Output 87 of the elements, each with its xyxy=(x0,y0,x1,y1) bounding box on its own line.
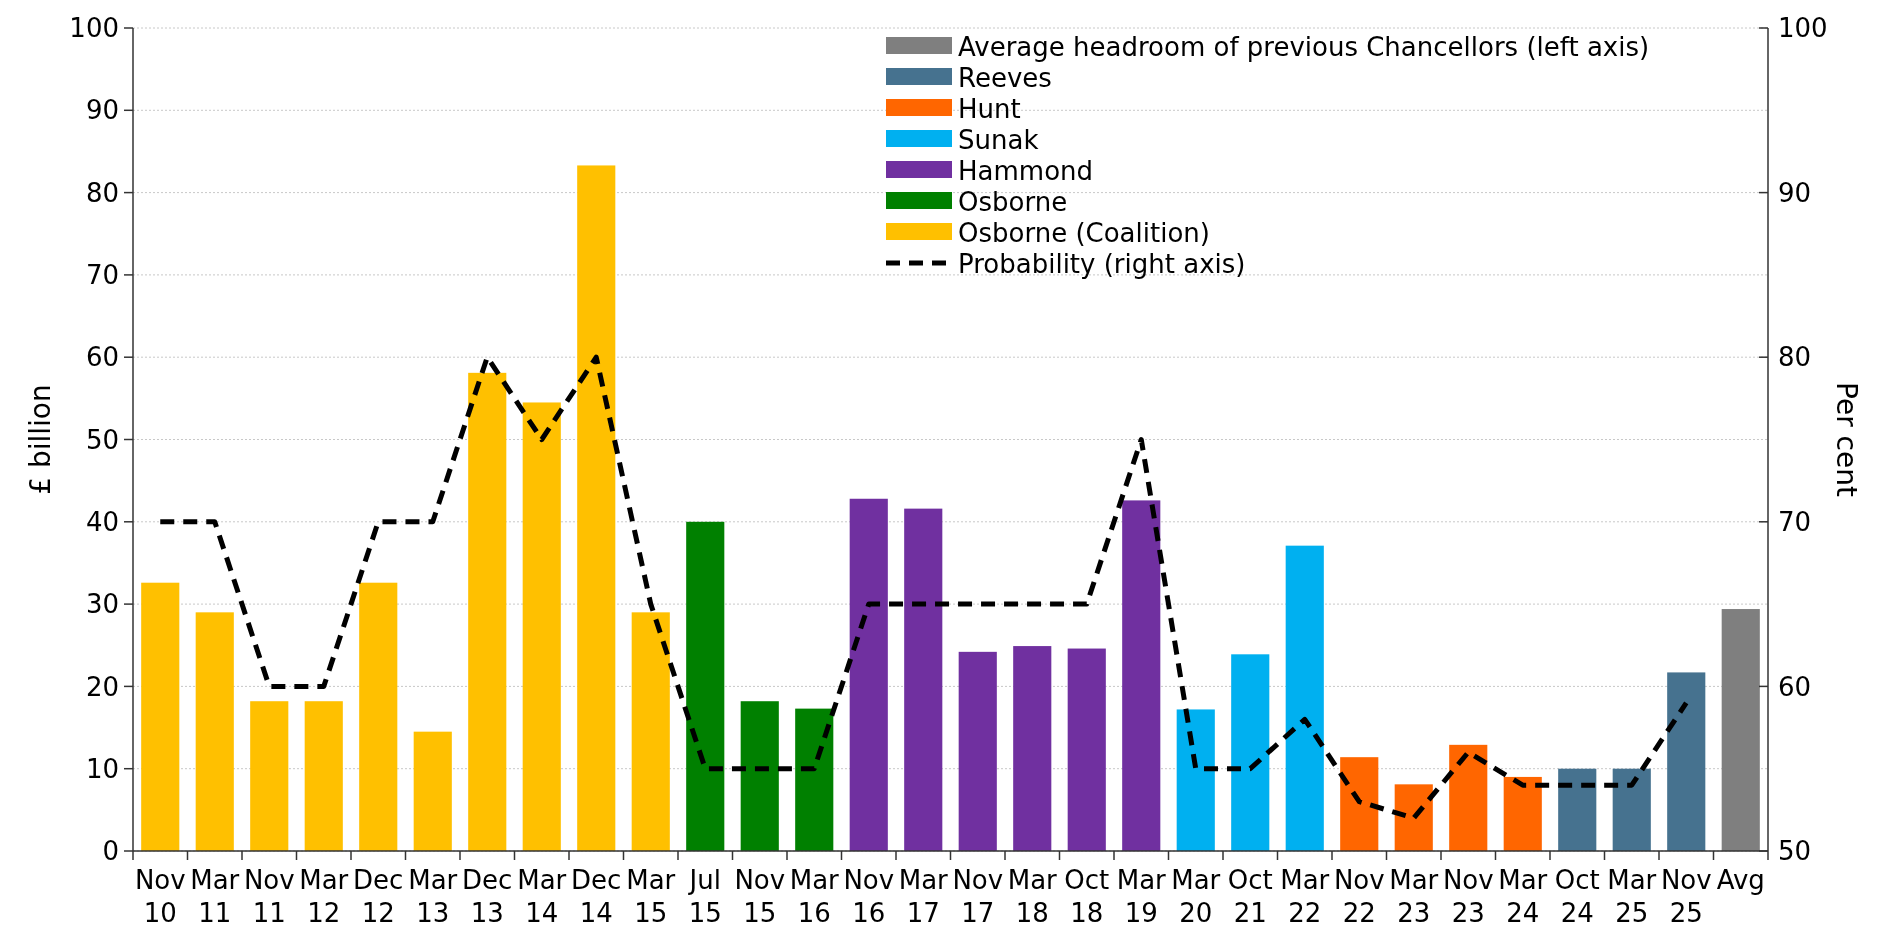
bar xyxy=(740,701,779,851)
bar xyxy=(1449,744,1488,851)
x-tick-label: Mar 17 xyxy=(898,865,949,928)
x-tick-label: Nov 15 xyxy=(734,865,786,928)
legend-label: Osborne xyxy=(958,187,1068,217)
bar xyxy=(1612,768,1651,851)
bar xyxy=(359,582,398,851)
bar xyxy=(1067,648,1106,851)
legend-label: Osborne (Coalition) xyxy=(958,218,1210,248)
bar xyxy=(522,402,561,851)
x-tick-label: Mar 18 xyxy=(1007,865,1058,928)
y-axis-title: £ billion xyxy=(24,384,57,495)
legend-label: Probability (right axis) xyxy=(958,249,1246,279)
y-tick-label: 20 xyxy=(85,671,119,702)
x-tick-label: Nov 25 xyxy=(1660,865,1712,928)
bar xyxy=(304,701,343,851)
bar xyxy=(141,582,180,851)
legend-label: Reeves xyxy=(958,63,1052,93)
y-tick-label: 10 xyxy=(85,753,119,784)
bar xyxy=(250,701,289,851)
bar xyxy=(1013,646,1052,851)
bar xyxy=(1721,609,1760,851)
y2-tick-label: 100 xyxy=(1778,13,1828,44)
y2-axis-title: Per cent xyxy=(1830,382,1863,497)
bar xyxy=(195,612,234,851)
bar xyxy=(1558,768,1597,851)
x-tick-label: Mar 24 xyxy=(1498,865,1548,928)
y-tick-label: 40 xyxy=(85,506,119,537)
bar xyxy=(904,508,943,851)
legend-label: Hammond xyxy=(958,156,1094,186)
bar xyxy=(1285,545,1324,851)
bar xyxy=(686,521,725,851)
x-tick-label: Mar 12 xyxy=(299,865,349,928)
x-tick-label: Nov 23 xyxy=(1442,865,1494,928)
x-tick-label: Nov 16 xyxy=(843,865,895,928)
bar xyxy=(1394,784,1433,851)
y2-tick-label: 60 xyxy=(1778,671,1812,702)
x-tick-label: Oct 21 xyxy=(1227,865,1273,928)
x-tick-label: Oct 24 xyxy=(1554,865,1600,928)
bar xyxy=(1122,500,1161,851)
y-tick-label: 90 xyxy=(85,95,119,126)
x-tick-label: Nov 10 xyxy=(134,865,186,928)
bar xyxy=(849,498,888,851)
bar xyxy=(1176,709,1215,851)
y-tick-label: 0 xyxy=(102,836,119,867)
bar xyxy=(413,731,452,851)
x-tick-label: Nov 22 xyxy=(1333,865,1385,928)
x-tick-label: Avg xyxy=(1716,865,1765,895)
y-tick-label: 30 xyxy=(85,589,119,620)
bar xyxy=(631,612,670,851)
y2-tick-label: 70 xyxy=(1778,506,1812,537)
legend-label: Sunak xyxy=(958,125,1039,155)
bar xyxy=(958,651,997,851)
x-tick-label: Nov 17 xyxy=(952,865,1004,928)
y2-tick-label: 80 xyxy=(1778,342,1812,373)
bar xyxy=(1503,776,1542,851)
legend-label: Average headroom of previous Chancellors (left axis) xyxy=(958,32,1650,62)
x-tick-label: Mar 14 xyxy=(517,865,567,928)
y-tick-label: 50 xyxy=(85,424,119,455)
bar xyxy=(468,372,507,851)
x-tick-label: Mar 13 xyxy=(408,865,458,928)
bar xyxy=(1231,654,1270,851)
bar xyxy=(1667,672,1706,851)
x-tick-label: Mar 20 xyxy=(1171,865,1221,928)
x-tick-label: Mar 11 xyxy=(190,865,240,928)
bar xyxy=(795,708,834,851)
y2-tick-label: 50 xyxy=(1778,836,1812,867)
y-tick-label: 100 xyxy=(69,13,119,44)
x-tick-label: Dec 13 xyxy=(462,865,513,928)
legend-label: Hunt xyxy=(958,94,1021,124)
x-tick-label: Mar 15 xyxy=(626,865,676,928)
x-tick-label: Nov 11 xyxy=(243,865,295,928)
bar xyxy=(1340,757,1379,851)
x-tick-label: Mar 22 xyxy=(1280,865,1330,928)
bar xyxy=(577,165,616,851)
y-tick-label: 60 xyxy=(85,342,119,373)
x-tick-label: Dec 12 xyxy=(353,865,404,928)
x-tick-label: Jul 15 xyxy=(687,865,722,928)
y-tick-label: 70 xyxy=(85,260,119,290)
x-tick-label: Mar 25 xyxy=(1607,865,1657,928)
x-tick-label: Mar 16 xyxy=(789,865,840,928)
y2-tick-label: 90 xyxy=(1778,177,1812,208)
x-tick-label: Dec 14 xyxy=(571,865,622,928)
x-tick-label: Mar 23 xyxy=(1389,865,1439,928)
y-tick-label: 80 xyxy=(85,177,119,208)
x-tick-label: Mar 19 xyxy=(1116,865,1167,928)
x-tick-label: Oct 18 xyxy=(1064,865,1110,928)
